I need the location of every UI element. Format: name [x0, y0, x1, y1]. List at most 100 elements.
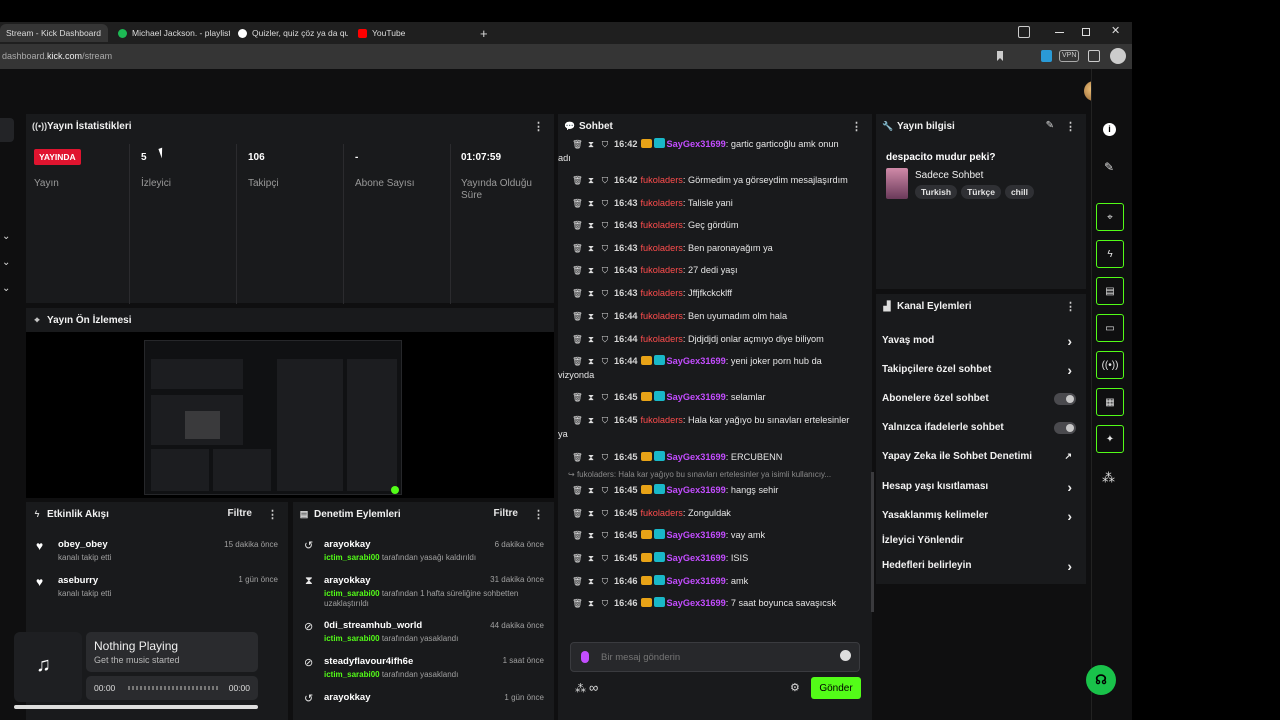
delete-message-icon[interactable]: 🗑: [572, 452, 583, 462]
ban-shield-icon[interactable]: ⛉: [601, 508, 609, 518]
action-slow-mode[interactable]: Yavaş mod ›: [882, 333, 1076, 353]
ban-shield-icon[interactable]: ⛉: [601, 392, 609, 402]
action-host-viewers[interactable]: İzleyici Yönlendir: [882, 535, 1076, 553]
category-name[interactable]: Sadece Sohbet: [915, 170, 984, 181]
timeout-hourglass-icon[interactable]: ⧗: [588, 415, 594, 425]
timeout-hourglass-icon[interactable]: ⧗: [588, 243, 594, 253]
ban-shield-icon[interactable]: ⛉: [601, 311, 609, 321]
timeout-hourglass-icon[interactable]: ⧗: [588, 553, 594, 563]
timeout-hourglass-icon[interactable]: ⧗: [588, 220, 594, 230]
message-username[interactable]: SayGex31699: [666, 356, 726, 366]
chat-message[interactable]: 🗑 ⧗ ⛉ 16:42 SayGex31699: gartic garticoğlu a…: [558, 137, 862, 165]
emote-only-toggle[interactable]: [1054, 422, 1076, 434]
stream-info-menu-button[interactable]: ⋮: [1065, 121, 1076, 133]
document-icon[interactable]: ▤: [1096, 277, 1124, 305]
edit-pencil-icon[interactable]: ✎: [1045, 120, 1054, 131]
ban-shield-icon[interactable]: ⛉: [601, 175, 609, 185]
delete-message-icon[interactable]: 🗑: [572, 598, 583, 608]
message-username[interactable]: fukoladers: [640, 508, 683, 518]
chat-message[interactable]: 🗑 ⧗ ⛉ 16:45 SayGex31699: vay amk: [558, 528, 862, 542]
delete-message-icon[interactable]: 🗑: [572, 265, 583, 275]
ban-shield-icon[interactable]: ⛉: [601, 220, 609, 230]
message-username[interactable]: SayGex31699: [666, 598, 726, 608]
moderated-user[interactable]: arayokkay: [324, 575, 371, 586]
chat-message[interactable]: 🗑 ⧗ ⛉ 16:45 SayGex31699: ISIS: [558, 551, 862, 565]
message-username[interactable]: SayGex31699: [666, 452, 726, 462]
timeout-hourglass-icon[interactable]: ⧗: [588, 576, 594, 586]
chevron-down-icon[interactable]: ⌄: [2, 257, 11, 268]
chevron-down-icon[interactable]: ⌄: [2, 231, 11, 242]
ban-shield-icon[interactable]: ⛉: [601, 139, 609, 149]
chat-message[interactable]: 🗑 ⧗ ⛉ 16:46 SayGex31699: 7 saat boyunca sava…: [558, 596, 862, 610]
delete-message-icon[interactable]: 🗑: [572, 485, 583, 495]
category-thumbnail[interactable]: [886, 168, 908, 199]
chat-message[interactable]: 🗑 ⧗ ⛉ 16:45 SayGex31699: ERCUBENN: [558, 450, 862, 464]
chat-message[interactable]: 🗑 ⧗ ⛉ 16:44 fukoladers: Djdjdjdj onlar açmıy…: [558, 332, 862, 346]
layout-icon[interactable]: ▦: [1096, 388, 1124, 416]
timeout-hourglass-icon[interactable]: ⧗: [588, 288, 594, 298]
tag[interactable]: chill: [1004, 185, 1034, 199]
message-username[interactable]: fukoladers: [640, 288, 683, 298]
action-banned-words[interactable]: Yasaklanmış kelimeler ›: [882, 508, 1076, 528]
timeout-hourglass-icon[interactable]: ⧗: [588, 452, 594, 462]
tag[interactable]: Türkçe: [961, 185, 1001, 199]
moderated-user[interactable]: arayokkay: [324, 539, 371, 550]
message-username[interactable]: fukoladers: [640, 415, 683, 425]
chevron-down-icon[interactable]: ⌄: [2, 283, 11, 294]
message-username[interactable]: SayGex31699: [666, 139, 726, 149]
channel-actions-menu-button[interactable]: ⋮: [1065, 301, 1076, 313]
activity-user[interactable]: aseburry: [58, 575, 99, 586]
activity-menu-button[interactable]: ⋮: [267, 509, 278, 521]
tab-kick-dashboard[interactable]: Stream - Kick Dashboard: [0, 24, 108, 42]
chat-message[interactable]: 🗑 ⧗ ⛉ 16:43 fukoladers: Jffjfkckcklff: [558, 286, 862, 300]
timeout-hourglass-icon[interactable]: ⧗: [588, 485, 594, 495]
lightning-icon[interactable]: ϟ: [1096, 240, 1124, 268]
delete-message-icon[interactable]: 🗑: [572, 392, 583, 402]
message-username[interactable]: fukoladers: [640, 311, 683, 321]
message-username[interactable]: fukoladers: [640, 175, 683, 185]
action-followers-only[interactable]: Takipçilere özel sohbet ›: [882, 362, 1076, 382]
ban-shield-icon[interactable]: ⛉: [601, 485, 609, 495]
message-username[interactable]: fukoladers: [640, 334, 683, 344]
profile-avatar[interactable]: [1110, 48, 1126, 64]
message-username[interactable]: fukoladers: [640, 220, 683, 230]
chat-message[interactable]: 🗑 ⧗ ⛉ 16:43 fukoladers: Talisle yani: [558, 196, 862, 210]
delete-message-icon[interactable]: 🗑: [572, 288, 583, 298]
ban-shield-icon[interactable]: ⛉: [601, 530, 609, 540]
chat-message-field[interactable]: [601, 649, 821, 665]
ban-shield-icon[interactable]: ⛉: [601, 576, 609, 586]
shield-extension-icon[interactable]: [1041, 50, 1052, 62]
message-username[interactable]: SayGex31699: [666, 553, 726, 563]
bookmark-icon[interactable]: [997, 51, 1003, 61]
delete-message-icon[interactable]: 🗑: [572, 576, 583, 586]
chat-message[interactable]: 🗑 ⧗ ⛉ 16:43 fukoladers: 27 dedi yaşı: [558, 263, 862, 277]
moderated-user[interactable]: arayokkay: [324, 692, 371, 703]
chat-message[interactable]: 🗑 ⧗ ⛉ 16:43 fukoladers: Geç gördüm: [558, 218, 862, 232]
message-username[interactable]: fukoladers: [640, 243, 683, 253]
delete-message-icon[interactable]: 🗑: [572, 334, 583, 344]
ban-shield-icon[interactable]: ⛉: [601, 288, 609, 298]
chat-message[interactable]: 🗑 ⧗ ⛉ 16:43 fukoladers: Ben paronayağım ya: [558, 241, 862, 255]
delete-message-icon[interactable]: 🗑: [572, 139, 583, 149]
action-account-age[interactable]: Hesap yaşı kısıtlaması ›: [882, 479, 1076, 499]
action-ai-moderation[interactable]: Yapay Zeka ile Sohbet Denetimi ↗: [882, 451, 1076, 469]
ban-shield-icon[interactable]: ⛉: [601, 598, 609, 608]
broadcast-icon[interactable]: ((•)): [1096, 351, 1124, 379]
ban-shield-icon[interactable]: ⛉: [601, 243, 609, 253]
stream-preview-video[interactable]: [144, 340, 402, 495]
minimize-icon[interactable]: [1055, 32, 1064, 33]
delete-message-icon[interactable]: 🗑: [572, 175, 583, 185]
timeout-hourglass-icon[interactable]: ⧗: [588, 175, 594, 185]
tag[interactable]: Turkish: [915, 185, 958, 199]
ban-shield-icon[interactable]: ⛉: [601, 198, 609, 208]
ban-shield-icon[interactable]: ⛉: [601, 415, 609, 425]
delete-message-icon[interactable]: 🗑: [572, 243, 583, 253]
delete-message-icon[interactable]: 🗑: [572, 356, 583, 366]
tab-spotify[interactable]: Michael Jackson. - playlist b: [112, 24, 230, 42]
ban-shield-icon[interactable]: ⛉: [601, 553, 609, 563]
chat-icon[interactable]: ▭: [1096, 314, 1124, 342]
timeout-hourglass-icon[interactable]: ⧗: [588, 139, 594, 149]
chat-message[interactable]: 🗑 ⧗ ⛉ 16:45 SayGex31699: hangş sehir: [558, 483, 862, 497]
timeout-hourglass-icon[interactable]: ⧗: [588, 334, 594, 344]
chat-message[interactable]: 🗑 ⧗ ⛉ 16:45 fukoladers: Hala kar yağıyo bu s…: [558, 413, 862, 441]
